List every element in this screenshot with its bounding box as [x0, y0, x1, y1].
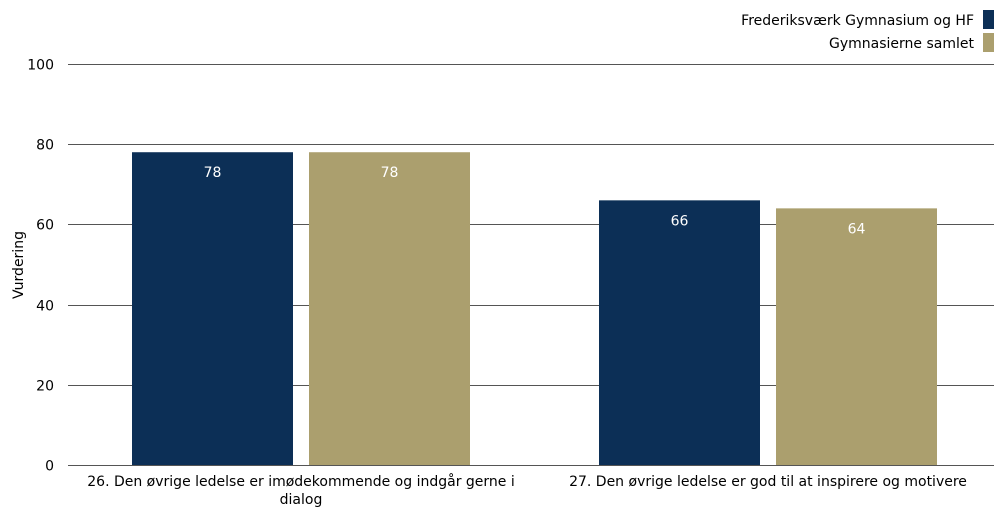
bar: [599, 200, 760, 465]
bars: [132, 152, 937, 466]
data-label: 78: [204, 165, 222, 181]
legend-swatch: [983, 10, 994, 29]
y-tick-label: 0: [45, 459, 54, 475]
y-axis-title: Vurdering: [11, 231, 27, 299]
category-label: 26. Den øvrige ledelse er imødekommende …: [87, 473, 515, 490]
legend-entry: Frederiksværk Gymnasium og HF: [741, 13, 974, 29]
bar: [776, 208, 937, 466]
y-tick-label: 60: [36, 218, 54, 234]
data-label: 64: [848, 221, 866, 237]
legend: Frederiksværk Gymnasium og HF Gymnasierne…: [741, 10, 994, 52]
data-label: 78: [381, 165, 399, 181]
legend-swatch: [983, 33, 994, 52]
data-labels: 78 78 66 64: [204, 165, 866, 237]
category-labels: 26. Den øvrige ledelse er imødekommende …: [87, 473, 967, 508]
y-tick-label: 100: [27, 58, 54, 74]
data-label: 66: [671, 213, 689, 229]
y-tick-label: 80: [36, 138, 54, 154]
y-axis-ticks: 0 20 40 60 80 100: [27, 58, 54, 475]
category-label: dialog: [280, 492, 323, 508]
bar: [309, 152, 470, 465]
y-tick-label: 20: [36, 379, 54, 395]
bar: [132, 152, 293, 465]
category-label: 27. Den øvrige ledelse er god til at ins…: [569, 474, 967, 490]
y-tick-label: 40: [36, 299, 54, 315]
legend-entry: Gymnasierne samlet: [829, 36, 974, 52]
